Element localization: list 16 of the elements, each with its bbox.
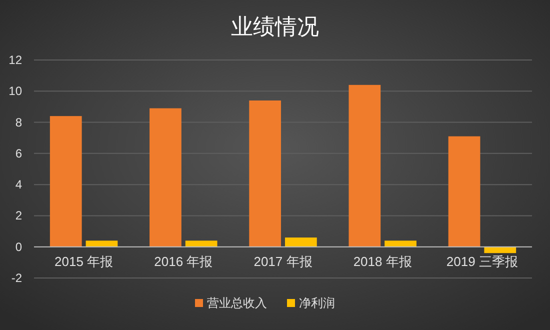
- y-tick-label: 10: [8, 84, 22, 98]
- y-tick-label: 4: [15, 178, 22, 192]
- y-tick-label: 8: [15, 115, 22, 130]
- y-tick-label: 2: [15, 208, 22, 223]
- chart-title: 业绩情况: [231, 14, 319, 39]
- legend-label: 营业总收入: [207, 296, 267, 310]
- legend-label: 净利润: [299, 296, 335, 310]
- y-tick-label: 6: [15, 146, 22, 160]
- x-tick-label: 2016 年报: [154, 254, 213, 269]
- x-tick-label: 2019 三季报: [446, 254, 518, 269]
- x-tick-label: 2017 年报: [254, 254, 312, 269]
- y-tick-label: 0: [15, 240, 22, 254]
- x-tick-label: 2018 年报: [353, 254, 412, 269]
- y-tick-label: -2: [11, 271, 22, 285]
- x-tick-label: 2015 年报: [54, 254, 114, 269]
- y-tick-label: 12: [8, 53, 22, 67]
